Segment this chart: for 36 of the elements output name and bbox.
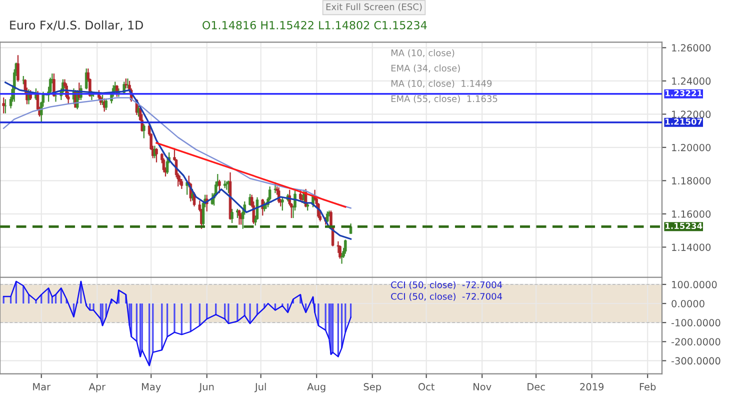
x-tick-label: Dec [528, 383, 545, 390]
y-tick-label: 1.16000 [672, 210, 711, 218]
annotation: MA (10, close) 1.1449 [391, 80, 492, 88]
x-tick-label: Aug [307, 383, 326, 392]
x-tick-label: Jul [254, 382, 266, 392]
x-tick-label: Nov [474, 383, 492, 390]
x-tick-label: Sep [364, 383, 381, 392]
y-tick-label: -100.0000 [671, 319, 720, 326]
x-tick-label: Feb [640, 382, 656, 390]
x-tick-label: Oct [418, 383, 434, 390]
y-tick-label: -300.0000 [671, 357, 720, 365]
annotation: CCI (50, close) -72.7004 [391, 292, 502, 301]
y-tick-label: 1.24000 [672, 77, 711, 85]
y-tick-label: 1.18000 [672, 177, 711, 184]
x-tick-label: May [142, 383, 161, 392]
y-tick-label: 1.14000 [672, 244, 711, 251]
ref-line-label: 1.15234 [666, 222, 702, 230]
annotation: EMA (55, close) 1.1635 [391, 95, 498, 104]
ref-line-label: 1.23221 [666, 90, 702, 96]
x-tick-label: 2019 [580, 383, 604, 390]
x-tick-label: Apr [88, 383, 106, 392]
chart-title: Euro Fx/U.S. Dollar, 1D [10, 20, 143, 31]
x-tick-label: Mar [33, 383, 51, 390]
y-tick-label: 1.20000 [672, 144, 711, 152]
annotation: EMA (34, close) [391, 64, 460, 73]
y-tick-label: 1.26000 [672, 44, 711, 52]
x-tick-label: Jun [198, 383, 214, 392]
y-tick-label: 100.0000 [672, 280, 717, 288]
y-tick-label: 1.22000 [672, 110, 711, 118]
text: Exit Full Screen (ESC) [326, 3, 422, 12]
text: O1.14816 H1.15422 L1.14802 C1.15234 [202, 20, 427, 30]
y-tick-label: -200.0000 [671, 338, 720, 346]
annotation: MA (10, close) [391, 49, 454, 58]
annotation: CCI (50, close) -72.7004 [391, 281, 502, 290]
y-tick-label: 0.0000 [672, 300, 704, 308]
ref-line-label: 1.21507 [666, 118, 702, 125]
